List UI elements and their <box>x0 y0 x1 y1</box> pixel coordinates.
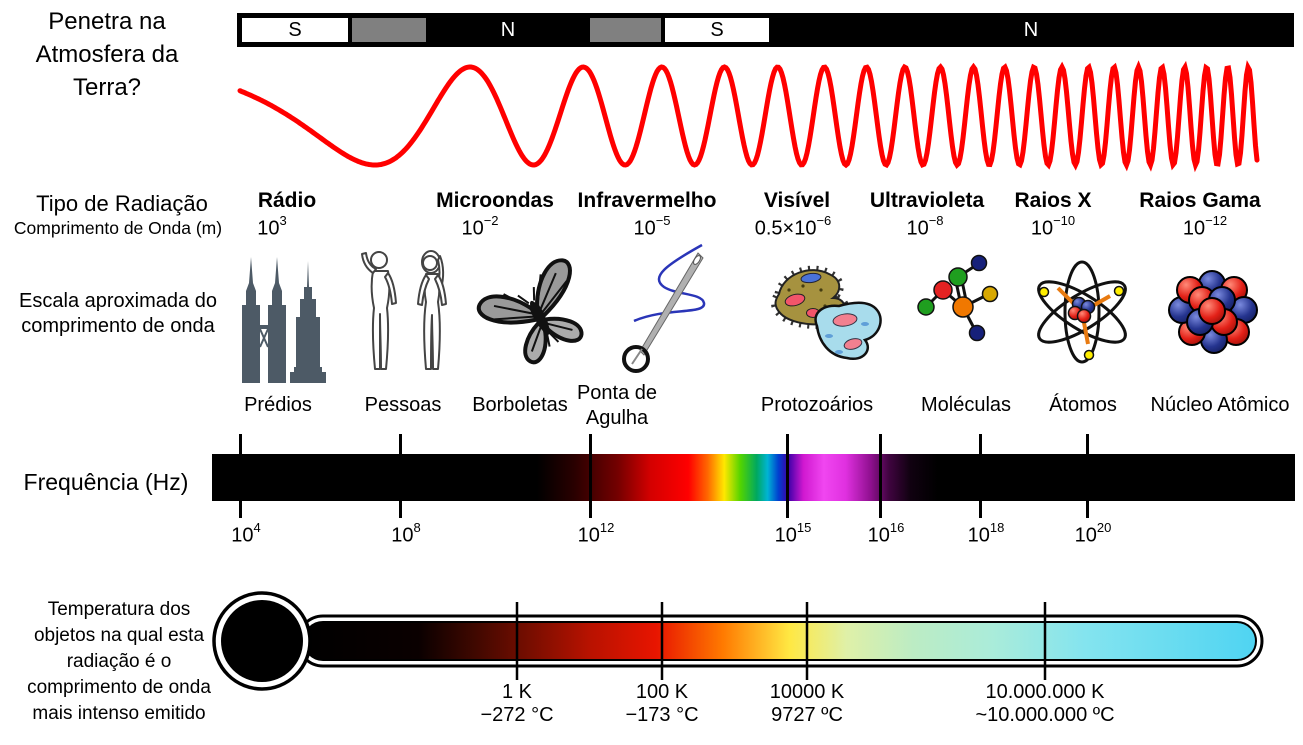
frequency-value: 1012 <box>577 520 615 547</box>
scale-item-label: Átomos <box>1049 394 1117 416</box>
temperature-kelvin: 100 K <box>635 681 689 703</box>
frequency-value: 1016 <box>867 520 905 547</box>
frequency-tick <box>399 434 402 518</box>
wavelength-value: 10−10 <box>1030 213 1076 240</box>
temperature-label: 10.000.000 K ~10.000.000 ºC <box>975 681 1114 727</box>
scale-item-label: Ponta de Agulha <box>576 382 658 429</box>
thermo-desc-line: Temperatura dos <box>47 599 191 620</box>
radiation-type: Visível <box>763 189 831 212</box>
frequency-tick <box>1086 434 1089 518</box>
nucleus-icon <box>1168 270 1258 354</box>
frequency-value: 1015 <box>774 520 812 547</box>
needle-icon <box>622 243 706 373</box>
wavelength-value: 10−5 <box>633 213 671 240</box>
thermo-desc-line: radiação é o <box>66 651 172 672</box>
atmosphere-segment: S <box>663 16 771 44</box>
radiation-type: Infravermelho <box>577 189 717 212</box>
segment-label: N <box>500 18 516 41</box>
scale-label-line: comprimento de onda <box>21 315 215 337</box>
atmosphere-segment: N <box>771 16 1291 44</box>
radiation-row-label: Tipo de Radiação <box>36 191 208 216</box>
scale-item-label: Pessoas <box>364 394 442 416</box>
frequency-tick <box>879 434 882 518</box>
scale-item-label: Borboletas <box>472 394 568 416</box>
atmosphere-question: Penetra na Atmosfera da Terra? <box>7 5 207 104</box>
frequency-value: 1018 <box>967 520 1005 547</box>
atmosphere-segment: S <box>240 16 350 44</box>
temperature-celsius: ~10.000.000 ºC <box>975 704 1115 726</box>
radiation-type: Microondas <box>436 189 554 212</box>
molecule-icon <box>917 254 999 342</box>
em-wave-icon <box>237 60 1260 173</box>
temperature-kelvin: 1 K <box>501 681 533 703</box>
atmosphere-segment <box>350 16 428 44</box>
temperature-label: 10000 K 9727 ºC <box>770 681 845 727</box>
frequency-tick <box>239 434 242 518</box>
frequency-value: 108 <box>391 520 421 547</box>
radiation-type: Rádio <box>257 189 317 212</box>
frequency-value: 1020 <box>1074 520 1112 547</box>
temperature-label: 100 K −173 °C <box>625 681 698 727</box>
frequency-tick <box>979 434 982 518</box>
thermo-desc-line: objetos na qual esta <box>33 625 205 646</box>
wavelength-value: 103 <box>257 213 287 240</box>
wavelength-value: 10−2 <box>461 213 499 240</box>
temperature-celsius: −173 °C <box>625 704 699 726</box>
radiation-type: Ultravioleta <box>869 189 985 212</box>
temperature-label: 1 K −272 °C <box>480 681 553 727</box>
scale-label-line: Escala aproximada do <box>19 290 217 312</box>
radiation-type: Raios X <box>1014 189 1092 212</box>
temperature-celsius: −272 °C <box>480 704 554 726</box>
temperature-kelvin: 10000 K <box>769 681 845 703</box>
segment-label: S <box>288 18 302 41</box>
segment-label: N <box>1023 18 1039 41</box>
temperature-kelvin: 10.000.000 K <box>985 681 1105 703</box>
wavelength-value: 10−12 <box>1182 213 1228 240</box>
butterfly-icon <box>476 258 584 365</box>
thermo-desc-line: mais intenso emitido <box>32 703 206 724</box>
frequency-value: 104 <box>231 520 261 547</box>
thermometer-icon <box>212 591 1264 691</box>
frequency-tick <box>589 434 592 518</box>
atmosphere-segment: N <box>428 16 588 44</box>
scale-item-label: Prédios <box>244 394 312 416</box>
frequency-tick <box>786 434 789 518</box>
thermo-desc-line: comprimento de onda <box>27 677 211 698</box>
scale-item-label: Núcleo Atômico <box>1150 394 1290 416</box>
radiation-type: Raios Gama <box>1139 189 1261 212</box>
wavelength-value: 0.5×10−6 <box>754 213 832 240</box>
frequency-spectrum-bar <box>212 454 1295 501</box>
scale-item-label: Moléculas <box>920 394 1012 416</box>
segment-label: S <box>710 18 724 41</box>
frequency-row-label: Frequência (Hz) <box>23 469 189 495</box>
scale-row-label: Escala aproximada do comprimento de onda <box>0 289 236 339</box>
atom-icon <box>1037 260 1127 364</box>
question-line: Terra? <box>72 74 142 101</box>
atmosphere-segment <box>588 16 663 44</box>
wavelength-row-label: Comprimento de Onda (m) <box>13 218 223 238</box>
atmosphere-bar: S N S N <box>237 13 1294 47</box>
temperature-celsius: 9727 ºC <box>771 704 843 726</box>
scale-item-label: Protozoários <box>760 394 874 416</box>
question-line: Atmosfera da <box>35 41 179 68</box>
thermometer-description: Temperatura dos objetos na qual esta rad… <box>0 597 238 727</box>
question-line: Penetra na <box>48 8 166 35</box>
people-icon <box>361 250 447 370</box>
protozoa-icon <box>771 265 882 361</box>
buildings-icon <box>242 257 326 383</box>
wavelength-value: 10−8 <box>906 213 944 240</box>
